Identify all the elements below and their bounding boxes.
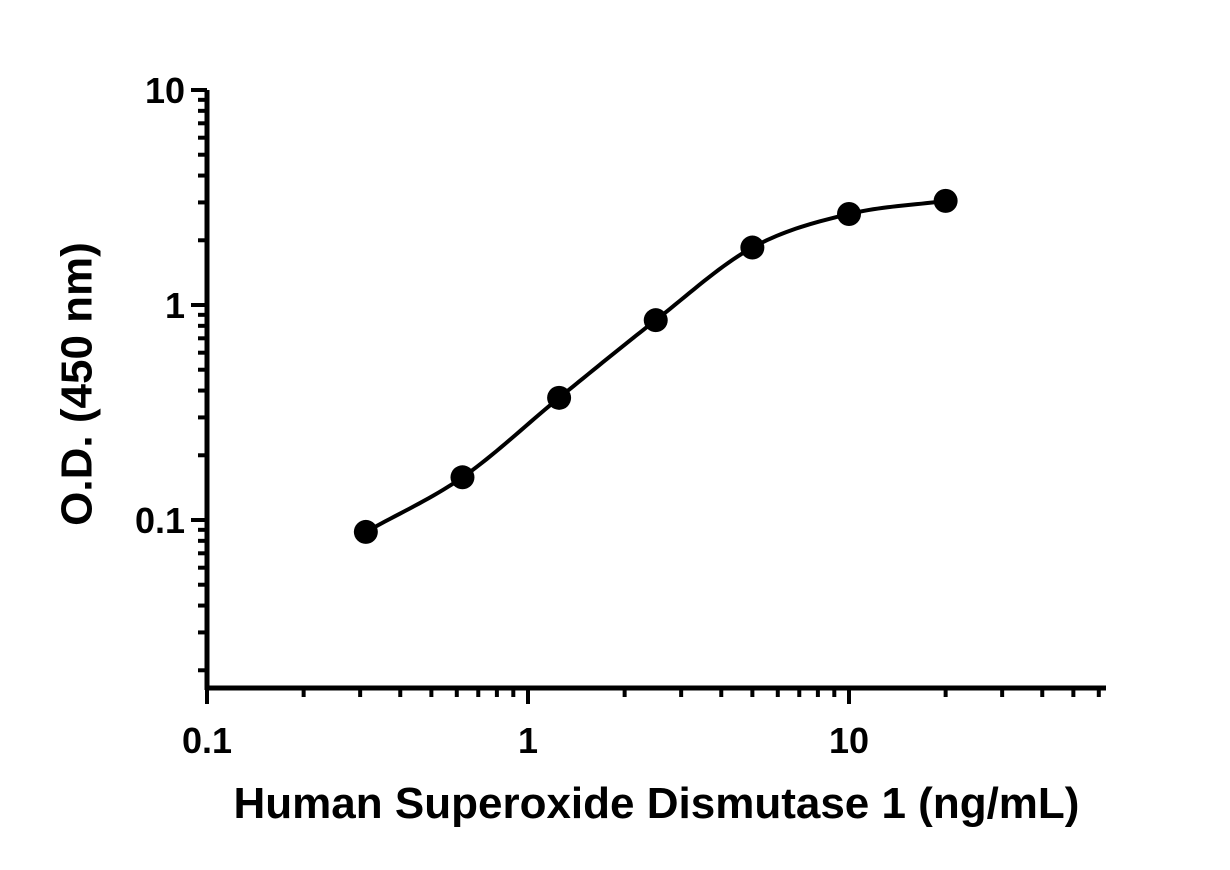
tick-labels: 0.1 1 10 0.1 1 10 [135,70,869,761]
y-axis-title: O.D. (450 nm) [53,242,102,526]
x-tick-label: 0.1 [182,720,232,761]
data-point [837,202,861,227]
axes [191,88,1106,704]
data-point [740,235,765,260]
data-point [547,385,572,410]
data-point [450,465,475,490]
x-tick-label: 10 [829,720,869,761]
x-tick-label: 1 [518,720,538,761]
data-point [643,308,668,333]
y-tick-label: 10 [145,70,185,111]
data-points [353,188,958,544]
data-point [933,188,958,213]
x-axis-title: Human Superoxide Dismutase 1 (ng/mL) [234,779,1080,828]
y-tick-label: 0.1 [135,500,185,541]
y-tick-label: 1 [165,285,185,326]
data-point [353,519,378,544]
